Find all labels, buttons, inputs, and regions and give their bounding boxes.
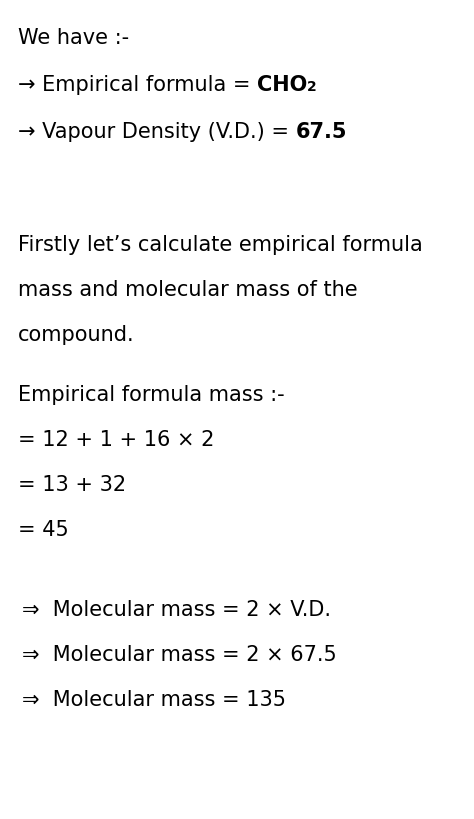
Text: ⇒  Molecular mass = 2 × V.D.: ⇒ Molecular mass = 2 × V.D. [22, 600, 331, 619]
Text: mass and molecular mass of the: mass and molecular mass of the [18, 279, 357, 300]
Text: = 45: = 45 [18, 519, 69, 540]
Text: ⇒  Molecular mass = 135: ⇒ Molecular mass = 135 [22, 689, 286, 709]
Text: ⇒  Molecular mass = 2 × 67.5: ⇒ Molecular mass = 2 × 67.5 [22, 645, 337, 664]
Text: compound.: compound. [18, 324, 135, 345]
Text: 2: 2 [307, 80, 317, 94]
Text: = 12 + 1 + 16 × 2: = 12 + 1 + 16 × 2 [18, 429, 214, 450]
Text: CHO: CHO [257, 75, 307, 95]
Text: = 13 + 32: = 13 + 32 [18, 474, 126, 495]
Text: → Vapour Density (V.D.) =: → Vapour Density (V.D.) = [18, 122, 296, 142]
Text: 67.5: 67.5 [296, 122, 347, 142]
Text: We have :-: We have :- [18, 28, 129, 48]
Text: Empirical formula mass :-: Empirical formula mass :- [18, 385, 284, 405]
Text: → Empirical formula =: → Empirical formula = [18, 75, 257, 95]
Text: Firstly let’s calculate empirical formula: Firstly let’s calculate empirical formul… [18, 235, 423, 255]
